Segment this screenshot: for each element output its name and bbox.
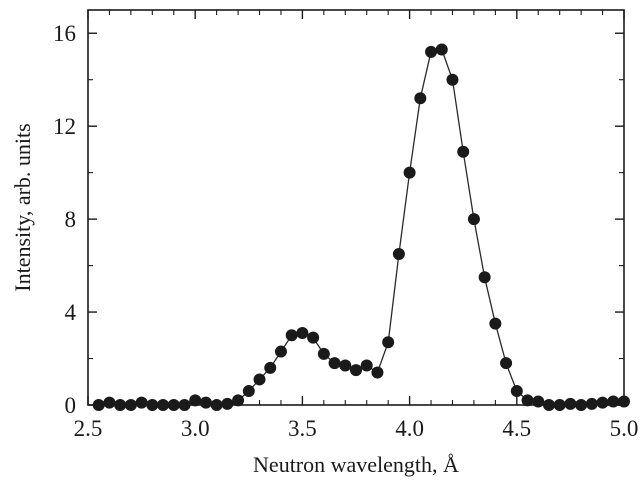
plot-area [87,9,625,406]
data-point [232,394,245,407]
data-point [457,145,470,158]
data-point [167,399,180,411]
data-point [521,394,534,407]
y-tick-label: 16 [53,21,76,46]
data-point [435,43,448,56]
data-point [532,395,545,408]
data-point [146,399,159,411]
data-point [382,336,395,349]
data-point [189,394,202,407]
x-tick-label: 2.5 [74,416,103,441]
series-line [98,48,624,406]
data-point [585,397,598,410]
data-point [339,359,352,372]
data-point [403,166,416,179]
data-point [350,364,362,377]
data-point [92,399,105,411]
data-point [199,396,212,409]
data-point [135,396,148,409]
data-point [114,399,127,411]
data-point [253,373,266,386]
data-point [157,399,170,411]
data-point [221,397,234,410]
data-point [542,399,555,411]
data-point [274,345,287,358]
y-tick-label: 12 [53,114,76,139]
data-point [489,317,502,330]
data-point [478,271,491,284]
data-point [392,247,405,260]
data-point [317,347,330,360]
data-point [210,399,223,411]
data-point [103,396,116,409]
y-tick-label: 0 [65,393,77,418]
data-point [618,395,630,408]
y-tick-label: 4 [65,300,77,325]
data-point [307,331,320,344]
data-point [285,329,298,342]
x-tick-label: 4.0 [395,416,424,441]
x-axis-title: Neutron wavelength, Å [253,452,459,477]
data-point [425,45,438,58]
data-point [467,213,480,226]
data-point [371,366,384,379]
data-point [178,399,191,411]
y-tick-label: 8 [65,207,77,232]
data-point [328,357,341,370]
data-point [510,385,523,398]
x-tick-label: 4.5 [502,416,531,441]
x-tick-label: 3.5 [288,416,317,441]
data-point [296,326,309,339]
data-point [500,357,513,370]
data-series [92,43,630,411]
data-point [553,399,566,411]
data-point [414,92,427,105]
data-point [607,395,620,408]
data-point [564,397,577,410]
data-point [242,385,255,398]
data-point [264,361,277,374]
axis-ticks: 2.5 3.0 3.5 4.0 4.5 5.0 0 4 8 12 16 [53,10,638,441]
data-point [360,359,373,372]
data-point [596,396,609,409]
plot-frame [87,9,625,406]
data-point [124,399,137,411]
data-point [575,399,588,411]
x-tick-label: 5.0 [610,416,639,441]
x-tick-label: 3.0 [181,416,210,441]
data-point [446,73,459,86]
y-axis-title: Intensity, arb. units [10,123,35,291]
